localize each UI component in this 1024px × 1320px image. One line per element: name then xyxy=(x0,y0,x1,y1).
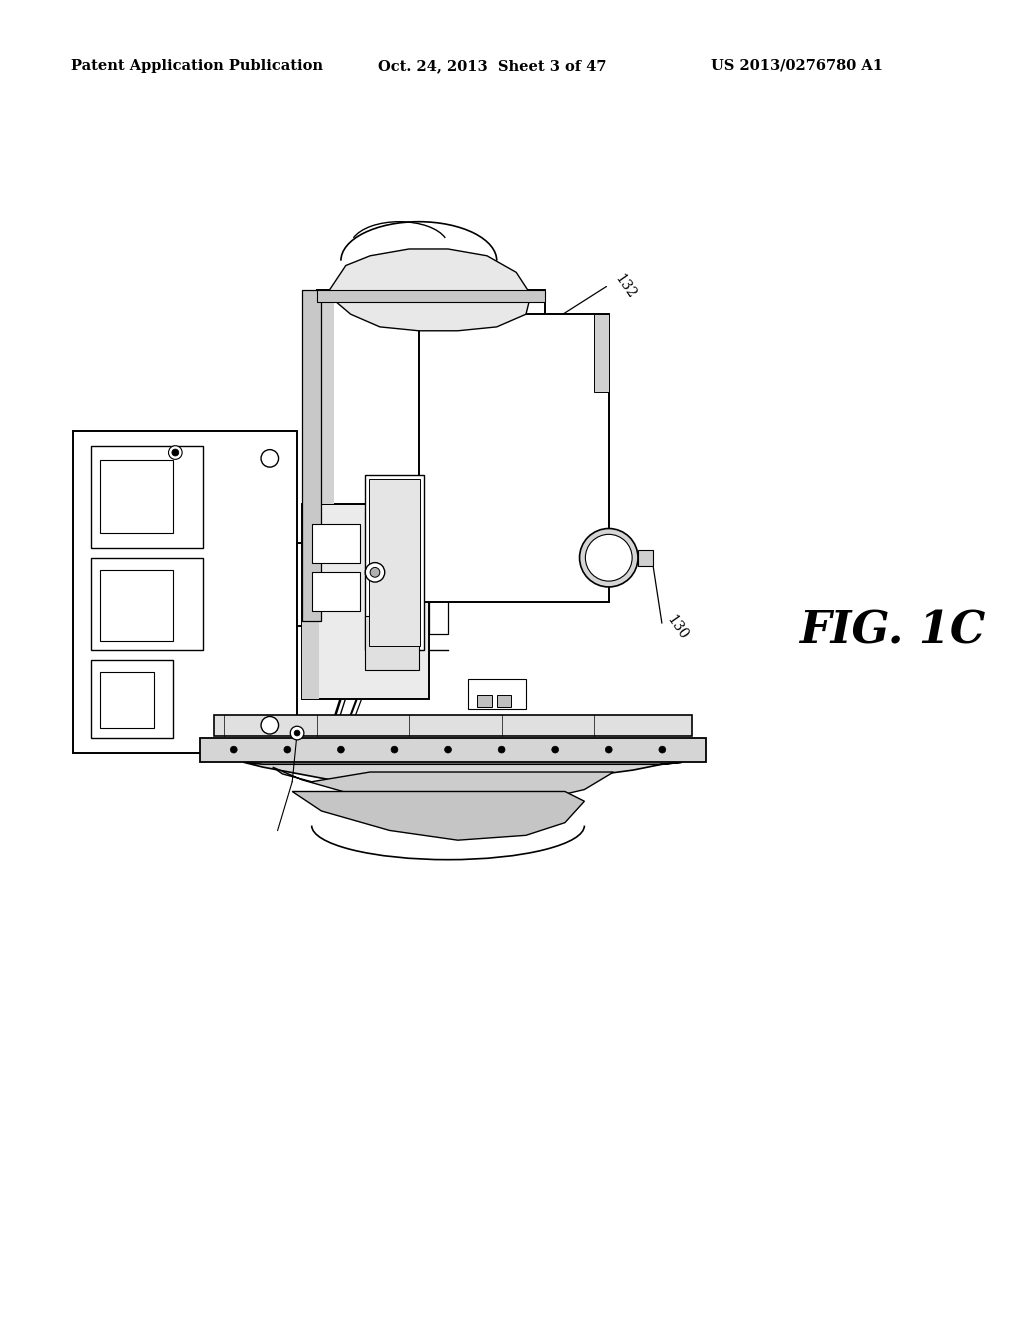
Bar xyxy=(305,554,438,614)
Bar xyxy=(302,504,319,700)
Polygon shape xyxy=(272,767,613,810)
Bar xyxy=(90,558,203,651)
Polygon shape xyxy=(292,792,585,841)
Bar xyxy=(419,314,608,602)
Bar xyxy=(497,696,511,706)
Bar xyxy=(73,432,297,752)
Circle shape xyxy=(552,746,559,752)
Polygon shape xyxy=(244,762,682,789)
Bar xyxy=(90,660,173,738)
Bar xyxy=(302,504,429,700)
Circle shape xyxy=(605,746,612,752)
Circle shape xyxy=(366,562,385,582)
Bar xyxy=(366,616,419,669)
Bar xyxy=(297,543,449,626)
Circle shape xyxy=(580,528,638,587)
Circle shape xyxy=(444,746,452,752)
Bar xyxy=(591,314,608,602)
Bar xyxy=(311,573,360,611)
Text: FIG. 1C: FIG. 1C xyxy=(799,610,985,652)
Bar xyxy=(311,524,360,562)
Bar xyxy=(90,446,203,548)
Circle shape xyxy=(261,450,279,467)
Bar xyxy=(369,479,420,647)
Bar xyxy=(366,475,424,651)
Circle shape xyxy=(169,446,182,459)
Bar xyxy=(302,290,322,620)
Bar xyxy=(316,290,546,301)
Circle shape xyxy=(172,449,179,455)
Text: US 2013/0276780 A1: US 2013/0276780 A1 xyxy=(711,59,883,73)
Text: 130: 130 xyxy=(665,612,691,643)
Circle shape xyxy=(499,746,505,752)
Bar xyxy=(316,290,546,504)
Bar xyxy=(316,290,334,504)
Circle shape xyxy=(230,746,238,752)
Circle shape xyxy=(338,746,344,752)
Bar xyxy=(468,680,526,709)
Circle shape xyxy=(391,746,398,752)
Text: 132: 132 xyxy=(611,272,638,302)
Bar xyxy=(638,550,652,565)
Bar xyxy=(100,461,173,533)
Bar xyxy=(594,314,608,392)
Bar xyxy=(200,738,707,762)
Circle shape xyxy=(284,746,291,752)
Polygon shape xyxy=(327,249,530,331)
Circle shape xyxy=(658,746,666,752)
Bar xyxy=(429,536,449,634)
Bar xyxy=(100,570,173,640)
Bar xyxy=(100,672,154,729)
Circle shape xyxy=(294,730,300,737)
Circle shape xyxy=(370,568,380,577)
Bar xyxy=(214,714,691,737)
Circle shape xyxy=(261,717,279,734)
Circle shape xyxy=(290,726,304,741)
Text: Oct. 24, 2013  Sheet 3 of 47: Oct. 24, 2013 Sheet 3 of 47 xyxy=(378,59,606,73)
Bar xyxy=(477,696,492,706)
Circle shape xyxy=(586,535,632,581)
Text: Patent Application Publication: Patent Application Publication xyxy=(71,59,324,73)
